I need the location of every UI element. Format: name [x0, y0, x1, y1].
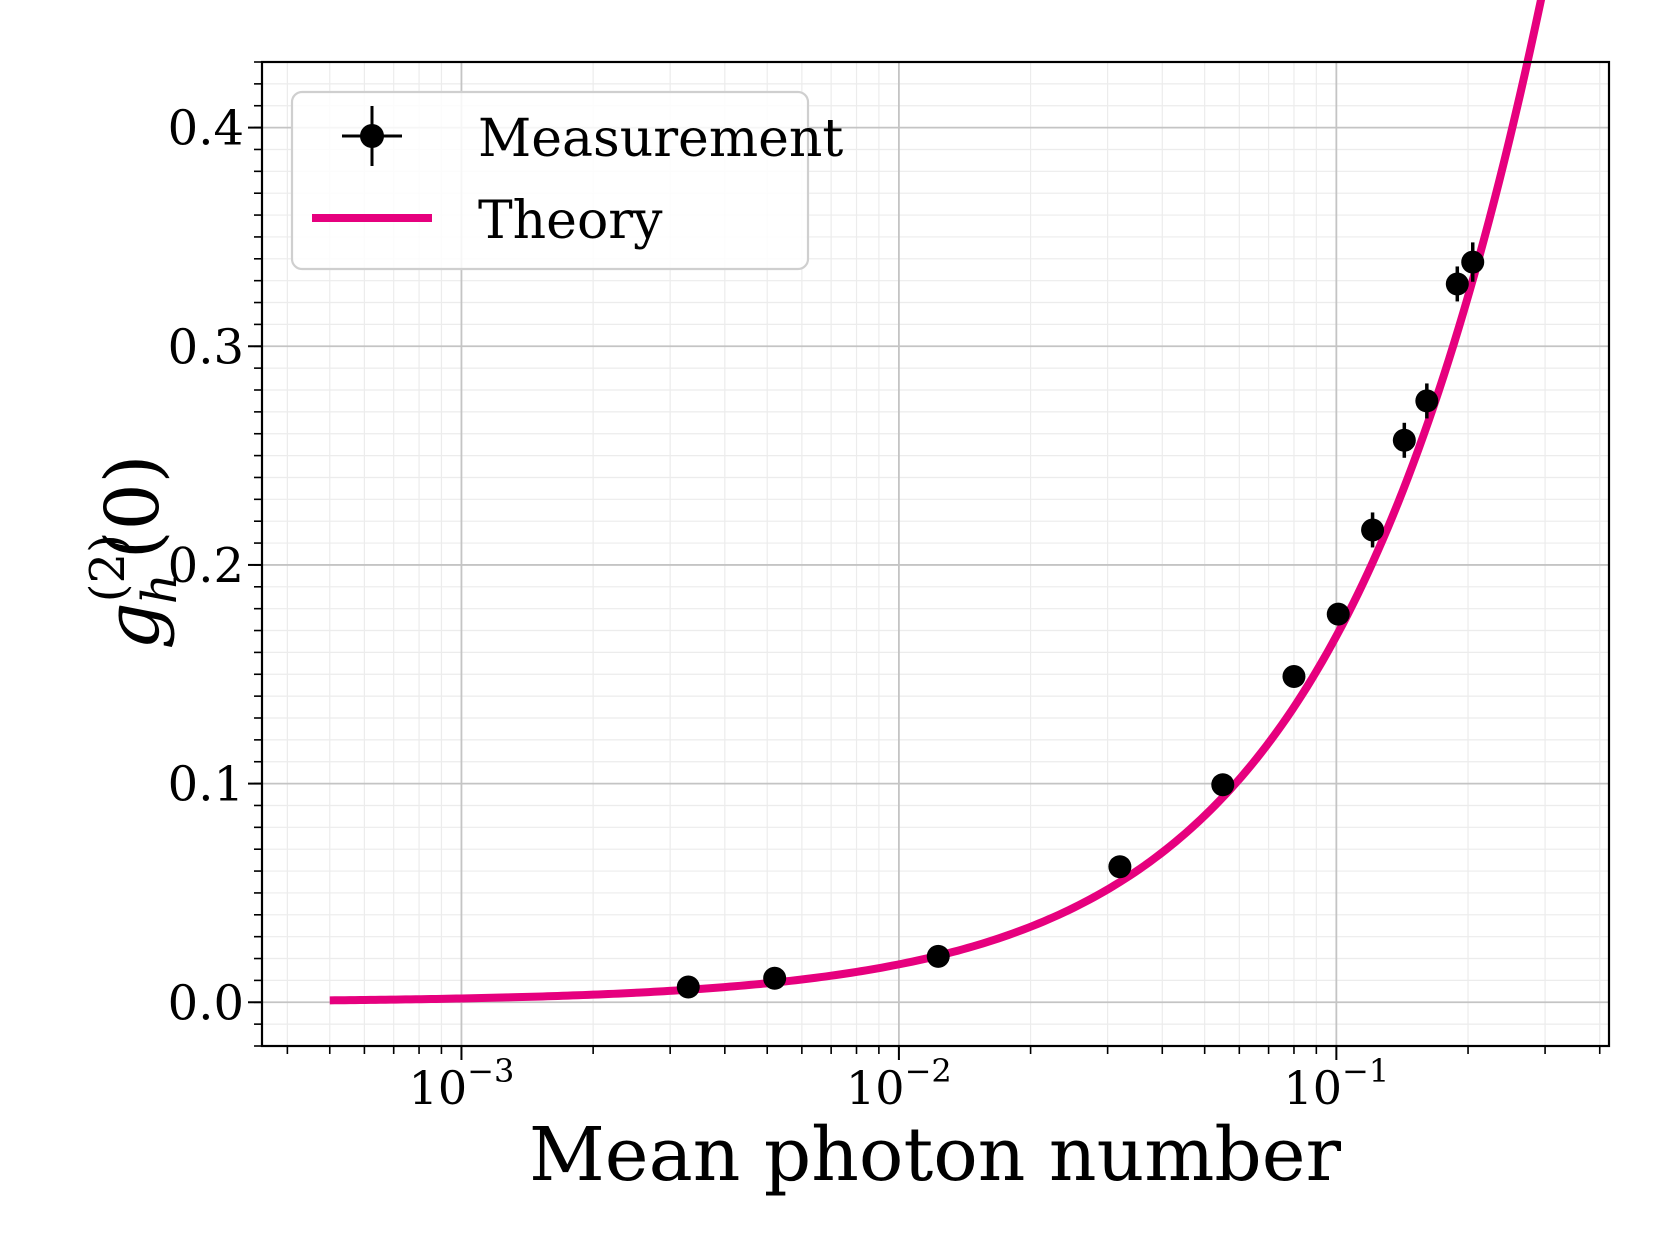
measurement-marker	[1326, 602, 1350, 626]
measurement-marker	[676, 975, 700, 999]
svg-text:g(2)h(0): g(2)h (0)	[80, 454, 188, 649]
plot-frame	[260, 60, 1611, 1048]
measurement-points	[676, 242, 1485, 999]
measurement-point	[1392, 422, 1416, 458]
legend-measurement-marker	[342, 106, 402, 166]
measurement-point	[1282, 664, 1306, 688]
measurement-marker	[1445, 272, 1469, 296]
measurement-marker	[1108, 855, 1132, 879]
measurement-point	[1108, 855, 1132, 879]
y-tick-labels: 0.0 0.1 0.2 0.3 0.4	[168, 101, 244, 1032]
x-tick-label: 10−1	[1283, 1052, 1389, 1115]
measurement-point	[1211, 773, 1235, 797]
y-axis-label: g(2)h (0)	[80, 454, 188, 649]
y-label-argument: (0)	[90, 454, 176, 559]
y-label-subscript: h	[132, 573, 188, 604]
x-tick-labels: 10−3 10−2 10−1	[409, 1052, 1390, 1115]
measurement-marker	[1211, 773, 1235, 797]
measurement-marker	[763, 966, 787, 990]
legend-measurement-label: Measurement	[478, 109, 843, 169]
measurement-marker	[1361, 518, 1385, 542]
measurement-point	[1445, 266, 1469, 302]
measurement-point	[1461, 242, 1485, 282]
y-tick-label: 0.1	[168, 757, 244, 813]
y-tick-label: 0.4	[168, 101, 244, 157]
x-tick-label: 10−2	[846, 1052, 952, 1115]
y-tick-label: 0.3	[168, 319, 244, 375]
measurement-point	[763, 966, 787, 990]
measurement-point	[676, 975, 700, 999]
measurement-marker	[1415, 389, 1439, 413]
x-axis-label: Mean photon number	[529, 1112, 1342, 1198]
y-label-base: g	[90, 602, 176, 649]
y-tick-label: 0.2	[168, 538, 244, 594]
legend-box	[290, 90, 810, 271]
measurement-point	[926, 944, 950, 968]
measurement-marker	[926, 944, 950, 968]
legend: Measurement Theory	[290, 90, 843, 271]
axis-ticks	[248, 61, 1601, 1060]
y-tick-label: 0.0	[168, 975, 244, 1031]
x-tick-label: 10−3	[409, 1052, 515, 1115]
measurement-marker	[1461, 250, 1485, 274]
measurement-point	[1415, 383, 1439, 419]
legend-theory-label: Theory	[478, 191, 663, 251]
y-label-superscript: (2)	[80, 534, 136, 602]
measurement-marker	[1282, 664, 1306, 688]
measurement-point	[1326, 602, 1350, 626]
measurement-marker	[1392, 428, 1416, 452]
measurement-point	[1361, 512, 1385, 548]
